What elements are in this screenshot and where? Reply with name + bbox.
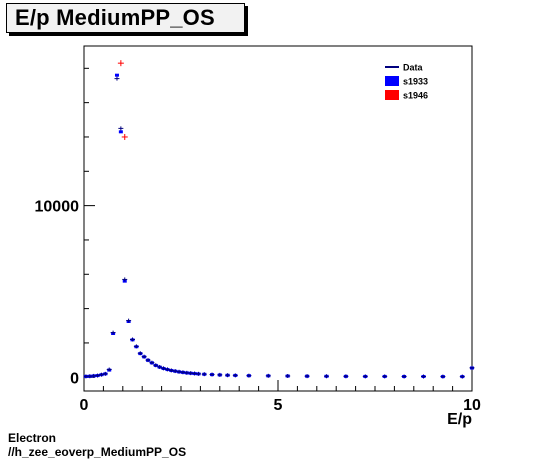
point-data (126, 318, 132, 323)
point-data (401, 374, 407, 379)
point-data (153, 363, 159, 368)
point-data (164, 367, 170, 372)
legend-label: Data (403, 63, 424, 73)
point-data (122, 277, 128, 282)
point-data (440, 374, 446, 379)
legend-label: s1946 (403, 91, 428, 101)
data-marks (83, 60, 475, 379)
point-data (217, 372, 223, 377)
point-data (145, 358, 151, 363)
point-data (195, 371, 201, 376)
footer-category: Electron (8, 431, 57, 445)
footer: Electron //h_zee_eoverp_MediumPP_OS (8, 431, 186, 459)
y-tick-label: 0 (70, 370, 79, 387)
point-data (304, 374, 310, 379)
point-data (343, 374, 349, 379)
point-data (149, 360, 155, 365)
footer-histogram-path: //h_zee_eoverp_MediumPP_OS (8, 445, 187, 459)
point-data (110, 330, 116, 335)
point-data (180, 370, 186, 375)
point-data (459, 374, 465, 379)
point-data (98, 372, 104, 377)
legend-item: Data (385, 63, 424, 73)
point-data (95, 373, 101, 378)
point-data (209, 372, 215, 377)
point-data (114, 76, 120, 81)
page-title: E/p MediumPP_OS (15, 5, 215, 30)
x-tick-label: 5 (274, 397, 283, 414)
point-data (246, 373, 252, 378)
point-data (118, 126, 124, 131)
legend: Data s1933 s1946 (385, 63, 428, 101)
y-tick-label: 10000 (35, 199, 80, 216)
legend-item: s1933 (385, 76, 428, 87)
plot-area: 0 5 10 0 10000 Data s1933 s1946 E/p (35, 45, 482, 428)
point-data (362, 374, 368, 379)
point-data (102, 371, 108, 376)
point-data (157, 364, 163, 369)
point-s1933 (118, 130, 123, 134)
x-tick-label: 10 (463, 397, 481, 414)
point-s1946 (121, 133, 128, 140)
point-data (106, 367, 112, 372)
axis-ticks (83, 67, 473, 391)
point-data (382, 374, 388, 379)
legend-swatch-box (385, 76, 399, 86)
point-data (421, 374, 426, 379)
tick-labels: 0 5 10 0 10000 (35, 199, 482, 414)
point-data (176, 369, 182, 374)
point-data (201, 372, 207, 377)
x-axis-label: E/p (447, 411, 472, 428)
point-s1933 (114, 73, 119, 77)
title-box: E/p MediumPP_OS (6, 3, 245, 33)
point-data (133, 344, 139, 349)
point-data (130, 337, 135, 342)
legend-label: s1933 (403, 77, 428, 87)
point-data (137, 351, 143, 356)
point-data (469, 365, 475, 370)
x-tick-label: 0 (80, 397, 89, 414)
point-data (168, 368, 174, 373)
legend-item: s1946 (385, 90, 428, 101)
point-data (141, 354, 147, 359)
point-data (161, 366, 167, 371)
point-s1946 (117, 60, 124, 67)
point-data (225, 373, 231, 378)
point-data (265, 373, 271, 378)
point-data (285, 373, 291, 378)
point-data (324, 374, 329, 379)
legend-swatch-box (385, 90, 399, 100)
point-data (232, 373, 238, 378)
point-data (172, 369, 178, 374)
